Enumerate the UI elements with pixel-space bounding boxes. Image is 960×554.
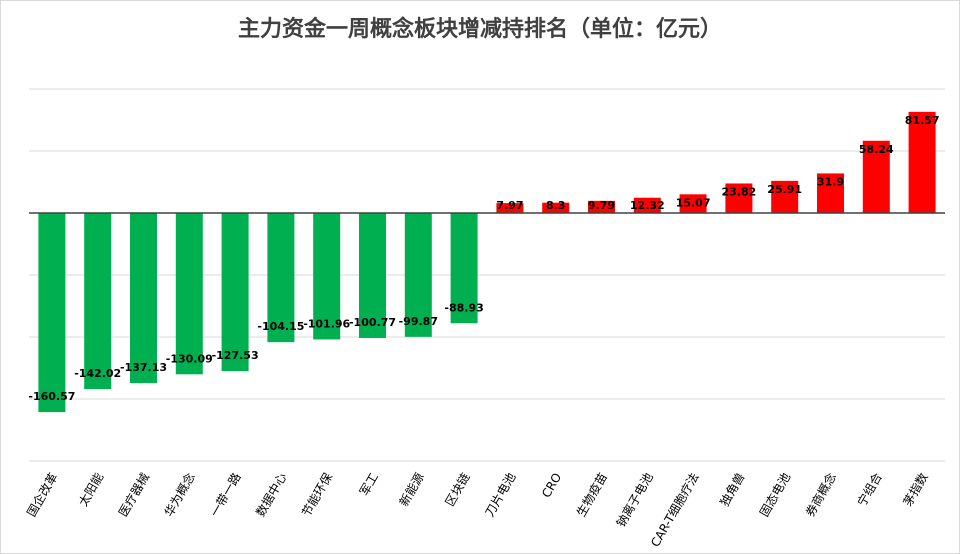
data-label-6: -104.15 <box>257 320 304 333</box>
category-label-7: 节能环保 <box>299 471 335 520</box>
bar-18 <box>817 173 844 213</box>
bar-2 <box>84 213 112 390</box>
bar-3 <box>130 213 157 384</box>
data-label-17: 25.91 <box>767 183 802 196</box>
bar-10 <box>450 213 478 324</box>
bar-16 <box>725 183 753 213</box>
category-label-4: 华为概念 <box>161 470 198 519</box>
chart-title: 主力资金一周概念板块增减持排名（单位：亿元） <box>237 17 722 42</box>
category-label-20: 茅指数 <box>900 470 931 509</box>
data-label-3: -137.13 <box>120 361 167 374</box>
bar-12 <box>542 202 570 213</box>
data-label-2: -142.02 <box>74 367 121 380</box>
bar-4 <box>175 213 203 375</box>
bar-5 <box>221 213 249 372</box>
data-label-5: -127.53 <box>212 349 259 362</box>
data-label-14: 12.32 <box>630 199 665 212</box>
category-label-15: CAR-T细胞疗法 <box>648 471 702 550</box>
data-label-7: -101.96 <box>303 317 350 330</box>
data-label-9: -99.87 <box>399 315 438 328</box>
category-label-19: 宁组合 <box>854 470 885 509</box>
data-label-4: -130.09 <box>166 352 213 365</box>
category-label-13: 生物疫苗 <box>573 470 610 519</box>
category-label-18: 券商概念 <box>802 470 839 519</box>
data-label-15: 15.07 <box>676 196 711 209</box>
data-label-18: 31.9 <box>817 175 844 188</box>
bar-9 <box>404 213 432 337</box>
bar-19 <box>862 140 890 213</box>
data-label-12: 8.3 <box>546 199 566 212</box>
data-label-19: 58.24 <box>859 143 894 156</box>
bar-20 <box>908 111 936 213</box>
category-label-5: 一带一路 <box>207 470 244 519</box>
data-label-8: -100.77 <box>349 316 396 329</box>
data-label-1: -160.57 <box>28 390 75 403</box>
data-label-10: -88.93 <box>444 301 483 314</box>
data-label-16: 23.82 <box>722 185 757 198</box>
data-label-13: 9.79 <box>588 199 615 212</box>
category-label-6: 数据中心 <box>252 470 289 519</box>
bar-8 <box>359 213 386 338</box>
category-label-8: 军工 <box>357 471 381 499</box>
bar-6 <box>267 213 295 343</box>
bar-17 <box>771 180 799 213</box>
bar-1 <box>38 213 66 413</box>
category-label-11: 刀片电池 <box>482 471 518 520</box>
bar-15 <box>679 194 707 213</box>
bar-7 <box>313 213 341 340</box>
category-label-14: 钠离子电池 <box>613 470 656 529</box>
bar-11 <box>496 203 524 213</box>
category-label-16: 独角兽 <box>717 471 747 509</box>
category-label-2: 太阳能 <box>75 470 106 509</box>
category-label-17: 固态电池 <box>757 471 793 520</box>
data-label-20: 81.57 <box>905 114 940 127</box>
bar-14 <box>633 197 661 213</box>
category-label-9: 新能源 <box>396 470 427 509</box>
category-label-3: 医疗器械 <box>115 470 152 519</box>
data-label-11: 7.97 <box>496 199 523 212</box>
category-label-12: CRO <box>539 471 564 501</box>
category-label-1: 国企改革 <box>23 470 60 519</box>
bar-13 <box>588 200 615 213</box>
category-label-10: 区块链 <box>442 470 473 509</box>
